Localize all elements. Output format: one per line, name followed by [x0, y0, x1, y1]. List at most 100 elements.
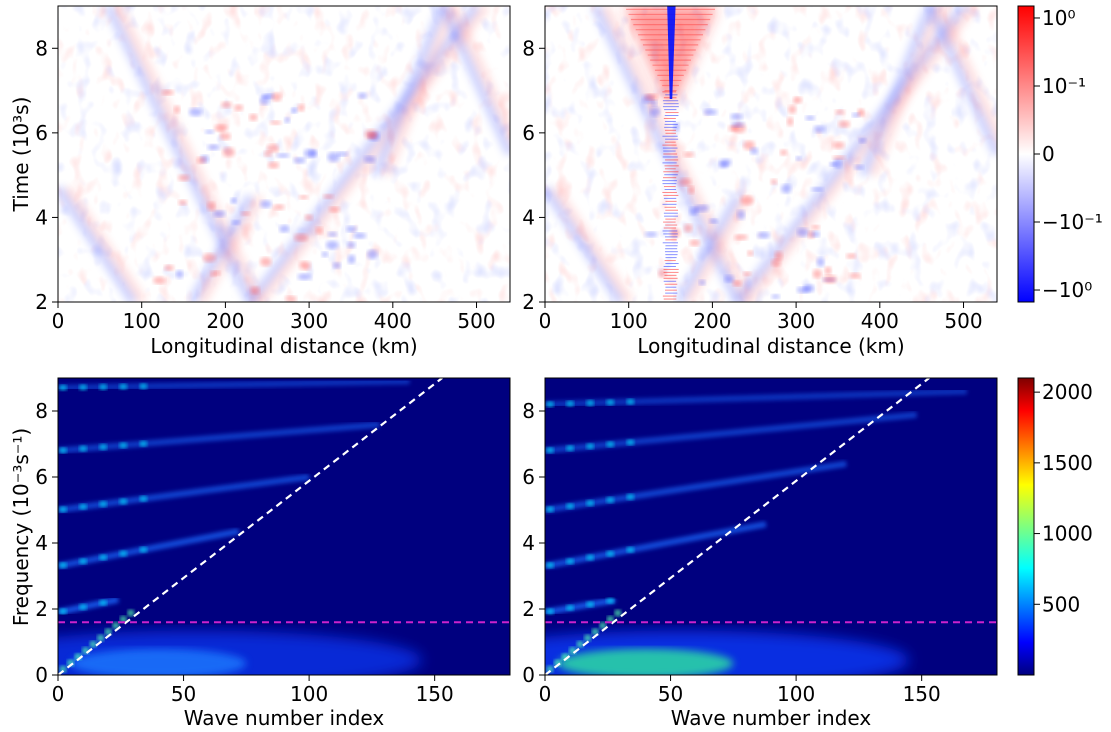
field-blob	[743, 271, 752, 276]
x-tick-label: 400	[374, 309, 412, 333]
x-tick-label: 0	[52, 309, 65, 333]
y-tick-label: 4	[35, 205, 48, 229]
field-blob	[813, 125, 826, 133]
wave-band	[371, 6, 448, 177]
spectral-peak	[139, 495, 148, 502]
y-tick-label: 4	[522, 205, 535, 229]
spectral-peak	[139, 546, 148, 553]
cbar-tick-label: 10⁰	[1042, 6, 1075, 30]
field-blob	[774, 251, 783, 261]
field-blob	[703, 109, 718, 116]
field-blob	[743, 140, 755, 151]
spectral-peak	[119, 498, 128, 505]
field-blob	[816, 257, 825, 267]
dispersion-spot	[614, 609, 622, 617]
spectral-peak	[59, 506, 68, 513]
y-tick-label: 8	[522, 399, 535, 423]
panel-bottom-left: 0 50 100 150 0 2 4 6 8 Wave number index Frequen…	[9, 377, 511, 730]
field-blob	[812, 269, 822, 279]
field-blob	[834, 109, 846, 115]
spectral-peak	[626, 493, 635, 500]
y-tick-label: 2	[35, 290, 48, 314]
x-tick-label: 300	[777, 309, 815, 333]
field-blob	[273, 204, 285, 211]
low-band-peak	[557, 648, 734, 675]
field-blob	[285, 295, 297, 302]
spectral-peak	[546, 608, 555, 615]
x-tick-label: 400	[861, 309, 899, 333]
field-blob	[214, 270, 221, 276]
field-blob	[858, 138, 867, 144]
field-blob	[810, 187, 824, 192]
spectral-peak	[99, 599, 108, 606]
field-blob	[833, 158, 842, 169]
field-blob	[271, 92, 282, 102]
dispersion-spot	[584, 634, 592, 642]
spectral-peak	[546, 562, 555, 569]
spectral-ridge	[545, 521, 767, 570]
field-blob	[644, 231, 658, 237]
spectral-peak	[586, 601, 595, 608]
x-tick-label: 200	[206, 309, 244, 333]
field-blob	[178, 199, 188, 206]
y-tick-label: 8	[35, 36, 48, 60]
spectral-peak	[59, 608, 68, 615]
field-blob	[740, 195, 754, 206]
spectral-peak	[99, 501, 108, 508]
spectral-peak	[566, 558, 575, 565]
spectral-peak	[59, 384, 68, 391]
field-blob	[173, 105, 181, 114]
x-tick-label: 0	[52, 682, 65, 706]
field-blob	[346, 225, 357, 233]
y-tick-label: 8	[522, 36, 535, 60]
field-blob	[321, 251, 329, 258]
field-blob	[364, 155, 376, 164]
spectral-peak	[586, 554, 595, 561]
field-blob	[214, 124, 228, 132]
dispersion-spot	[112, 622, 120, 630]
field-blob	[669, 228, 681, 238]
spectral-peak	[566, 400, 575, 407]
spectrum-bottom-right	[545, 378, 997, 675]
field-blob	[207, 201, 216, 211]
cbar-tick-label: 10⁻¹	[1042, 74, 1086, 98]
panel-bottom-right: 0 50 100 150 0 2 4 6 8 Wave number index	[522, 377, 998, 730]
field-blob	[719, 158, 732, 167]
spectral-ridge	[545, 597, 616, 616]
ylabel-top-left-text: Time (10³s)	[9, 97, 33, 213]
field-blob	[851, 112, 860, 118]
spectral-peak	[606, 496, 615, 503]
spectral-peak	[606, 550, 615, 557]
spectral-peak	[626, 439, 635, 446]
dispersion-spot	[546, 665, 554, 673]
field-blob	[683, 151, 695, 158]
wave-band	[448, 6, 510, 145]
spectral-peak	[586, 500, 595, 507]
wave-band	[858, 6, 935, 177]
field-blob	[249, 113, 258, 121]
spectral-ridge	[58, 378, 410, 391]
field-blob	[810, 231, 820, 238]
y-tick-label: 6	[522, 121, 535, 145]
wave-band	[550, 185, 635, 302]
field-blob	[771, 259, 782, 267]
ylabel-bottom-left: Frequency (10⁻³s⁻¹)	[9, 428, 33, 626]
field-blob	[233, 104, 244, 112]
field-blob	[269, 120, 282, 125]
reference-diagonal	[58, 378, 443, 675]
field-blob	[213, 210, 226, 218]
spectral-peak	[139, 440, 148, 447]
x-tick-label: 50	[658, 682, 683, 706]
x-tick-label: 500	[944, 309, 982, 333]
y-tick-label: 2	[35, 597, 48, 621]
x-tick-label: 0	[539, 309, 552, 333]
field-blob	[294, 233, 309, 242]
field-blob	[260, 200, 272, 208]
wave-band	[743, 6, 978, 302]
field-blob	[811, 225, 821, 230]
spectral-peak	[99, 443, 108, 450]
field-blob	[267, 161, 280, 169]
dispersion-spot	[606, 615, 614, 623]
field-blob	[161, 89, 175, 96]
spectral-peak	[546, 506, 555, 513]
